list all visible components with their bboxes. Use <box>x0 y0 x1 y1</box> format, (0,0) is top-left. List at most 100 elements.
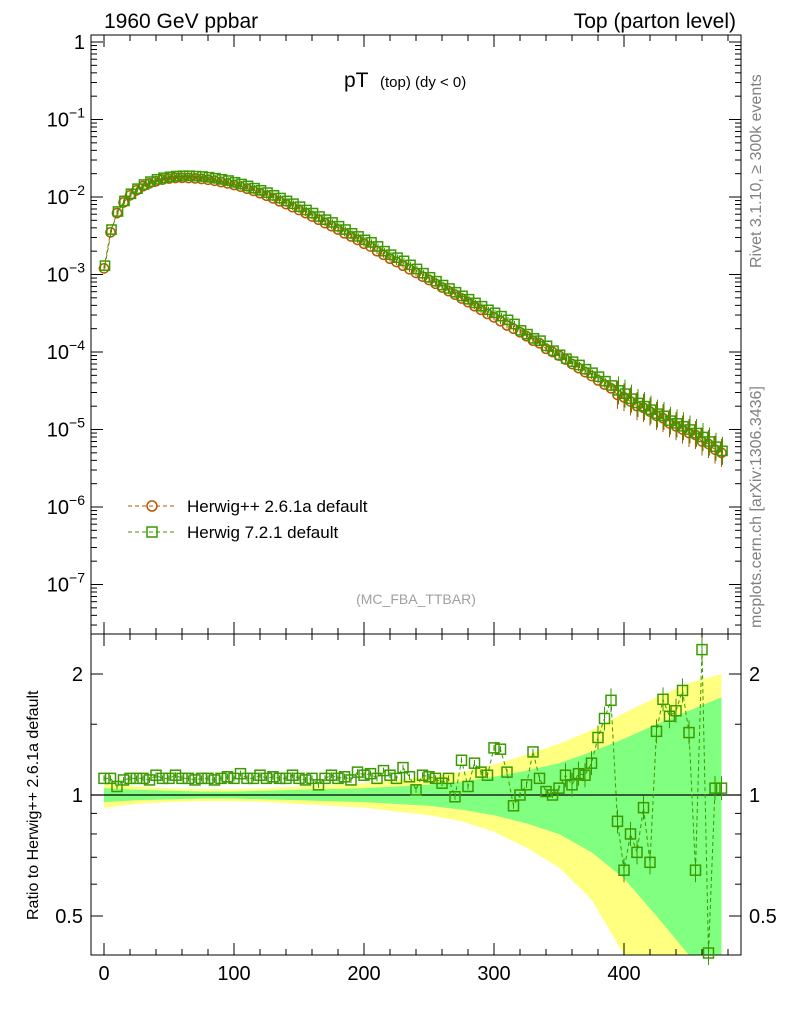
ratio-data-point <box>124 772 136 785</box>
ratio-y-tick-label: 1 <box>72 785 83 807</box>
data-point-herwigpp <box>631 400 643 412</box>
data-point-herwigpp <box>261 190 272 202</box>
data-point-herwig7 <box>496 310 507 322</box>
data-point-herwig7 <box>385 249 397 261</box>
ratio-data-point <box>280 772 292 785</box>
legend-label: Herwig++ 2.6.1a default <box>187 497 368 516</box>
ratio-data-point <box>384 769 396 781</box>
data-point-herwig7 <box>119 195 130 207</box>
data-point-herwig7 <box>275 192 286 204</box>
data-point-herwig7 <box>671 418 683 429</box>
data-point-herwig7 <box>171 170 182 182</box>
data-point-herwigpp <box>300 207 311 219</box>
ratio-data-point <box>267 771 279 783</box>
ratio-data-point <box>579 769 591 781</box>
data-point-herwigpp <box>326 220 337 232</box>
ratio-data-point <box>546 789 559 801</box>
ratio-data-point <box>501 766 513 778</box>
yellow-band <box>104 674 722 955</box>
series-line-herwig7 <box>104 175 723 452</box>
ratio-data-point <box>189 774 201 786</box>
data-point-herwigpp <box>319 217 331 229</box>
data-point-herwig7 <box>229 176 241 188</box>
ratio-data-point <box>208 774 221 786</box>
ratio-data-point <box>176 772 188 785</box>
data-point-herwigpp <box>345 231 357 242</box>
data-point-herwig7 <box>190 170 202 182</box>
main-data <box>98 170 728 467</box>
ratio-data-point <box>598 712 611 725</box>
ratio-data-point <box>631 846 643 859</box>
data-point-herwigpp <box>651 410 662 422</box>
ratio-data-point <box>293 772 305 785</box>
data-point-herwig7 <box>216 173 228 185</box>
ratio-data-point <box>514 789 526 801</box>
y-tick-label: 10−7 <box>47 570 85 597</box>
ratio-data-point <box>182 772 195 785</box>
ratio-data-point <box>449 791 461 803</box>
ratio-data-point <box>371 772 383 785</box>
data-point-herwig7 <box>333 220 345 232</box>
ratio-data-point <box>221 771 234 783</box>
data-point-herwigpp <box>293 204 305 216</box>
ratio-data-point <box>572 767 585 780</box>
data-point-herwig7 <box>145 176 156 187</box>
data-point-herwig7 <box>184 170 195 182</box>
data-point-herwig7 <box>99 260 111 272</box>
data-point-herwigpp <box>709 444 721 455</box>
data-point-herwig7 <box>327 217 338 228</box>
ratio-data-point <box>605 694 617 707</box>
ratio-data-point <box>657 693 669 706</box>
data-point-herwig7 <box>314 211 325 222</box>
data-point-herwigpp <box>98 263 110 274</box>
data-point-herwig7 <box>255 184 267 196</box>
ratio-data-point <box>241 772 253 785</box>
y-tick-label: 10−5 <box>47 415 85 442</box>
y-tick-label: 10−6 <box>47 492 85 519</box>
data-point-herwigpp <box>683 427 695 439</box>
plot-title-sub: (top) (dy < 0) <box>380 74 466 91</box>
data-point-herwig7 <box>210 172 221 184</box>
data-point-herwig7 <box>528 333 540 344</box>
data-point-herwig7 <box>684 424 696 435</box>
ratio-data-point <box>98 772 110 785</box>
ratio-data-point <box>494 743 507 755</box>
data-point-herwig7 <box>112 206 124 217</box>
ratio-ylabel: Ratio to Herwig++ 2.6.1a default <box>25 690 42 920</box>
data-point-herwig7 <box>717 445 728 457</box>
analysis-watermark: (MC_FBA_TTBAR) <box>356 591 476 607</box>
data-point-herwigpp <box>280 198 292 210</box>
ratio-data-point <box>254 769 266 781</box>
ratio-data-point <box>319 772 331 785</box>
energy-label: 1960 GeV ppbar <box>104 10 258 33</box>
x-tick-label: 100 <box>217 963 250 985</box>
x-tick-label: 0 <box>98 963 109 985</box>
data-point-herwigpp <box>209 175 220 187</box>
data-point-herwigpp <box>358 238 370 250</box>
plot-title: pT (top) (dy < 0) <box>344 69 466 92</box>
mcplots-label: mcplots.cern.ch [arXiv:1306.3436] <box>748 386 765 628</box>
data-point-herwig7 <box>567 356 579 368</box>
data-point-herwig7 <box>437 279 449 291</box>
data-point-herwigpp <box>170 172 181 184</box>
data-point-herwig7 <box>515 325 527 336</box>
ratio-data-point <box>351 766 364 778</box>
data-point-herwig7 <box>470 297 481 309</box>
data-point-herwigpp <box>111 207 123 219</box>
ratio-data-point <box>345 774 357 786</box>
data-point-herwig7 <box>177 170 189 182</box>
ratio-data-point <box>215 772 227 785</box>
ratio-data <box>98 637 728 965</box>
ratio-y-tick-label-right: 0.5 <box>749 906 777 928</box>
data-point-herwig7 <box>379 245 390 257</box>
data-point-herwig7 <box>307 207 319 219</box>
green-band <box>104 697 722 955</box>
ratio-data-point <box>670 705 682 717</box>
ratio-data-point <box>423 771 435 783</box>
ratio-data-point <box>410 784 422 796</box>
data-point-herwig7 <box>203 171 215 183</box>
ratio-data-point <box>273 772 286 785</box>
ratio-data-point <box>150 769 162 781</box>
ratio-y-tick-label: 2 <box>72 664 83 686</box>
ratio-data-point <box>358 769 370 781</box>
